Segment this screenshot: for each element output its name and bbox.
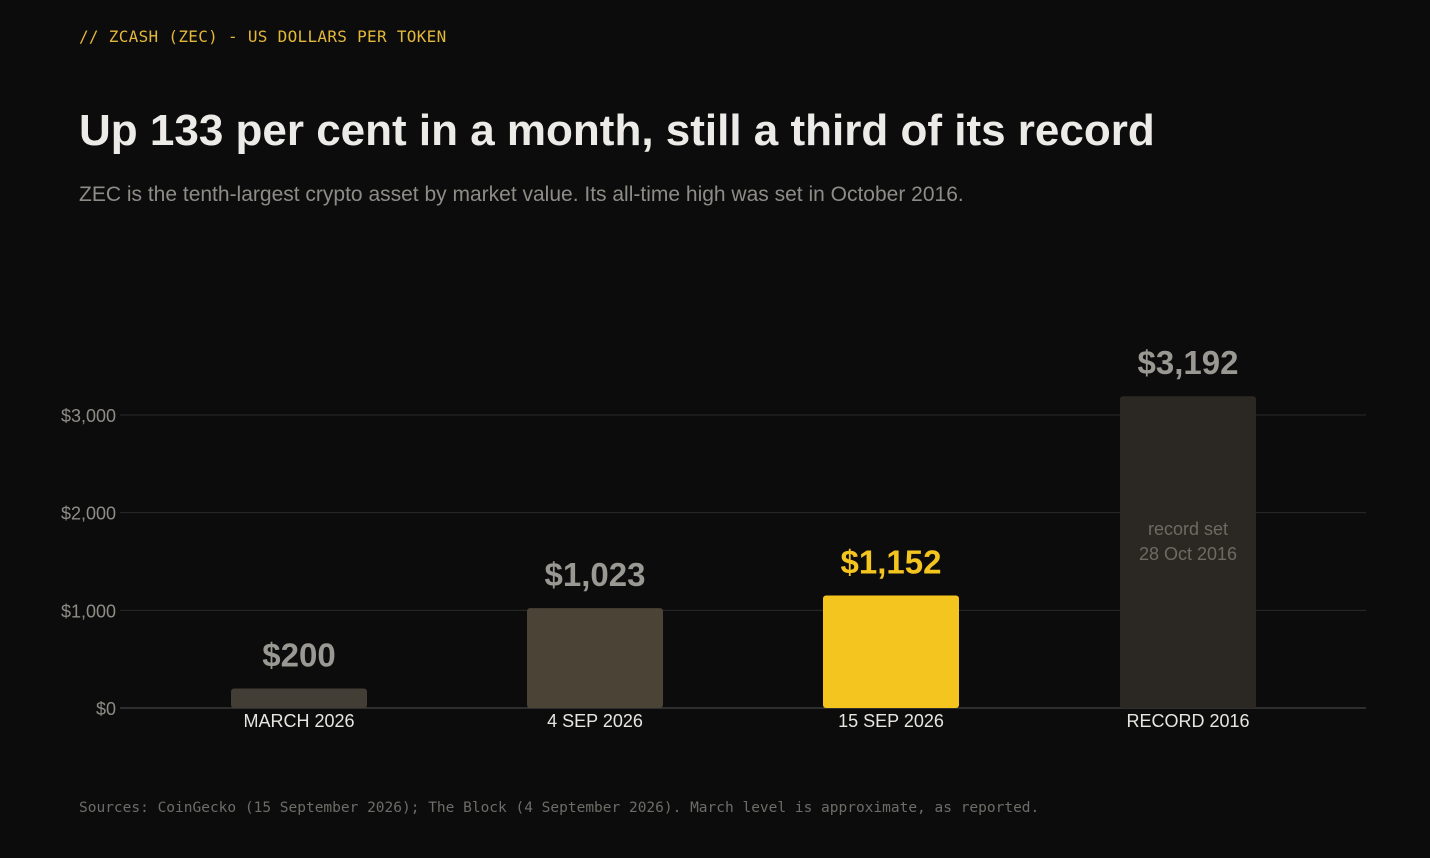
- category-label: RECORD 2016: [1126, 711, 1249, 731]
- bar: [1120, 396, 1256, 708]
- category-label: 15 SEP 2026: [838, 711, 944, 731]
- y-tick-label: $1,000: [61, 601, 116, 621]
- chart-kicker: // ZCASH (ZEC) - US DOLLARS PER TOKEN: [79, 27, 447, 46]
- value-label: $200: [262, 636, 335, 673]
- y-tick-label: $2,000: [61, 504, 116, 524]
- bar: [823, 595, 959, 708]
- annotations: record set 28 Oct 2016: [1139, 519, 1237, 564]
- y-axis-ticks: $0 $1,000 $2,000 $3,000: [61, 406, 116, 719]
- y-tick-label: $0: [96, 699, 116, 719]
- category-label: 4 SEP 2026: [547, 711, 643, 731]
- source-note: Sources: CoinGecko (15 September 2026); …: [79, 800, 1040, 816]
- chart-title: Up 133 per cent in a month, still a thir…: [79, 106, 1155, 155]
- bar-annotation: record set: [1148, 519, 1228, 539]
- y-tick-label: $3,000: [61, 406, 116, 426]
- bars: $200 $1,023 $1,152 $3,192: [231, 344, 1256, 708]
- chart-subtitle: ZEC is the tenth-largest crypto asset by…: [79, 183, 964, 206]
- bar: [527, 608, 663, 708]
- bar-annotation: 28 Oct 2016: [1139, 544, 1237, 564]
- bar: [231, 688, 367, 708]
- category-label: MARCH 2026: [243, 711, 354, 731]
- x-axis-labels: MARCH 2026 4 SEP 2026 15 SEP 2026 RECORD 20…: [243, 711, 1249, 731]
- value-label: $1,152: [841, 543, 942, 580]
- value-label: $1,023: [545, 556, 646, 593]
- value-label: $3,192: [1138, 344, 1239, 381]
